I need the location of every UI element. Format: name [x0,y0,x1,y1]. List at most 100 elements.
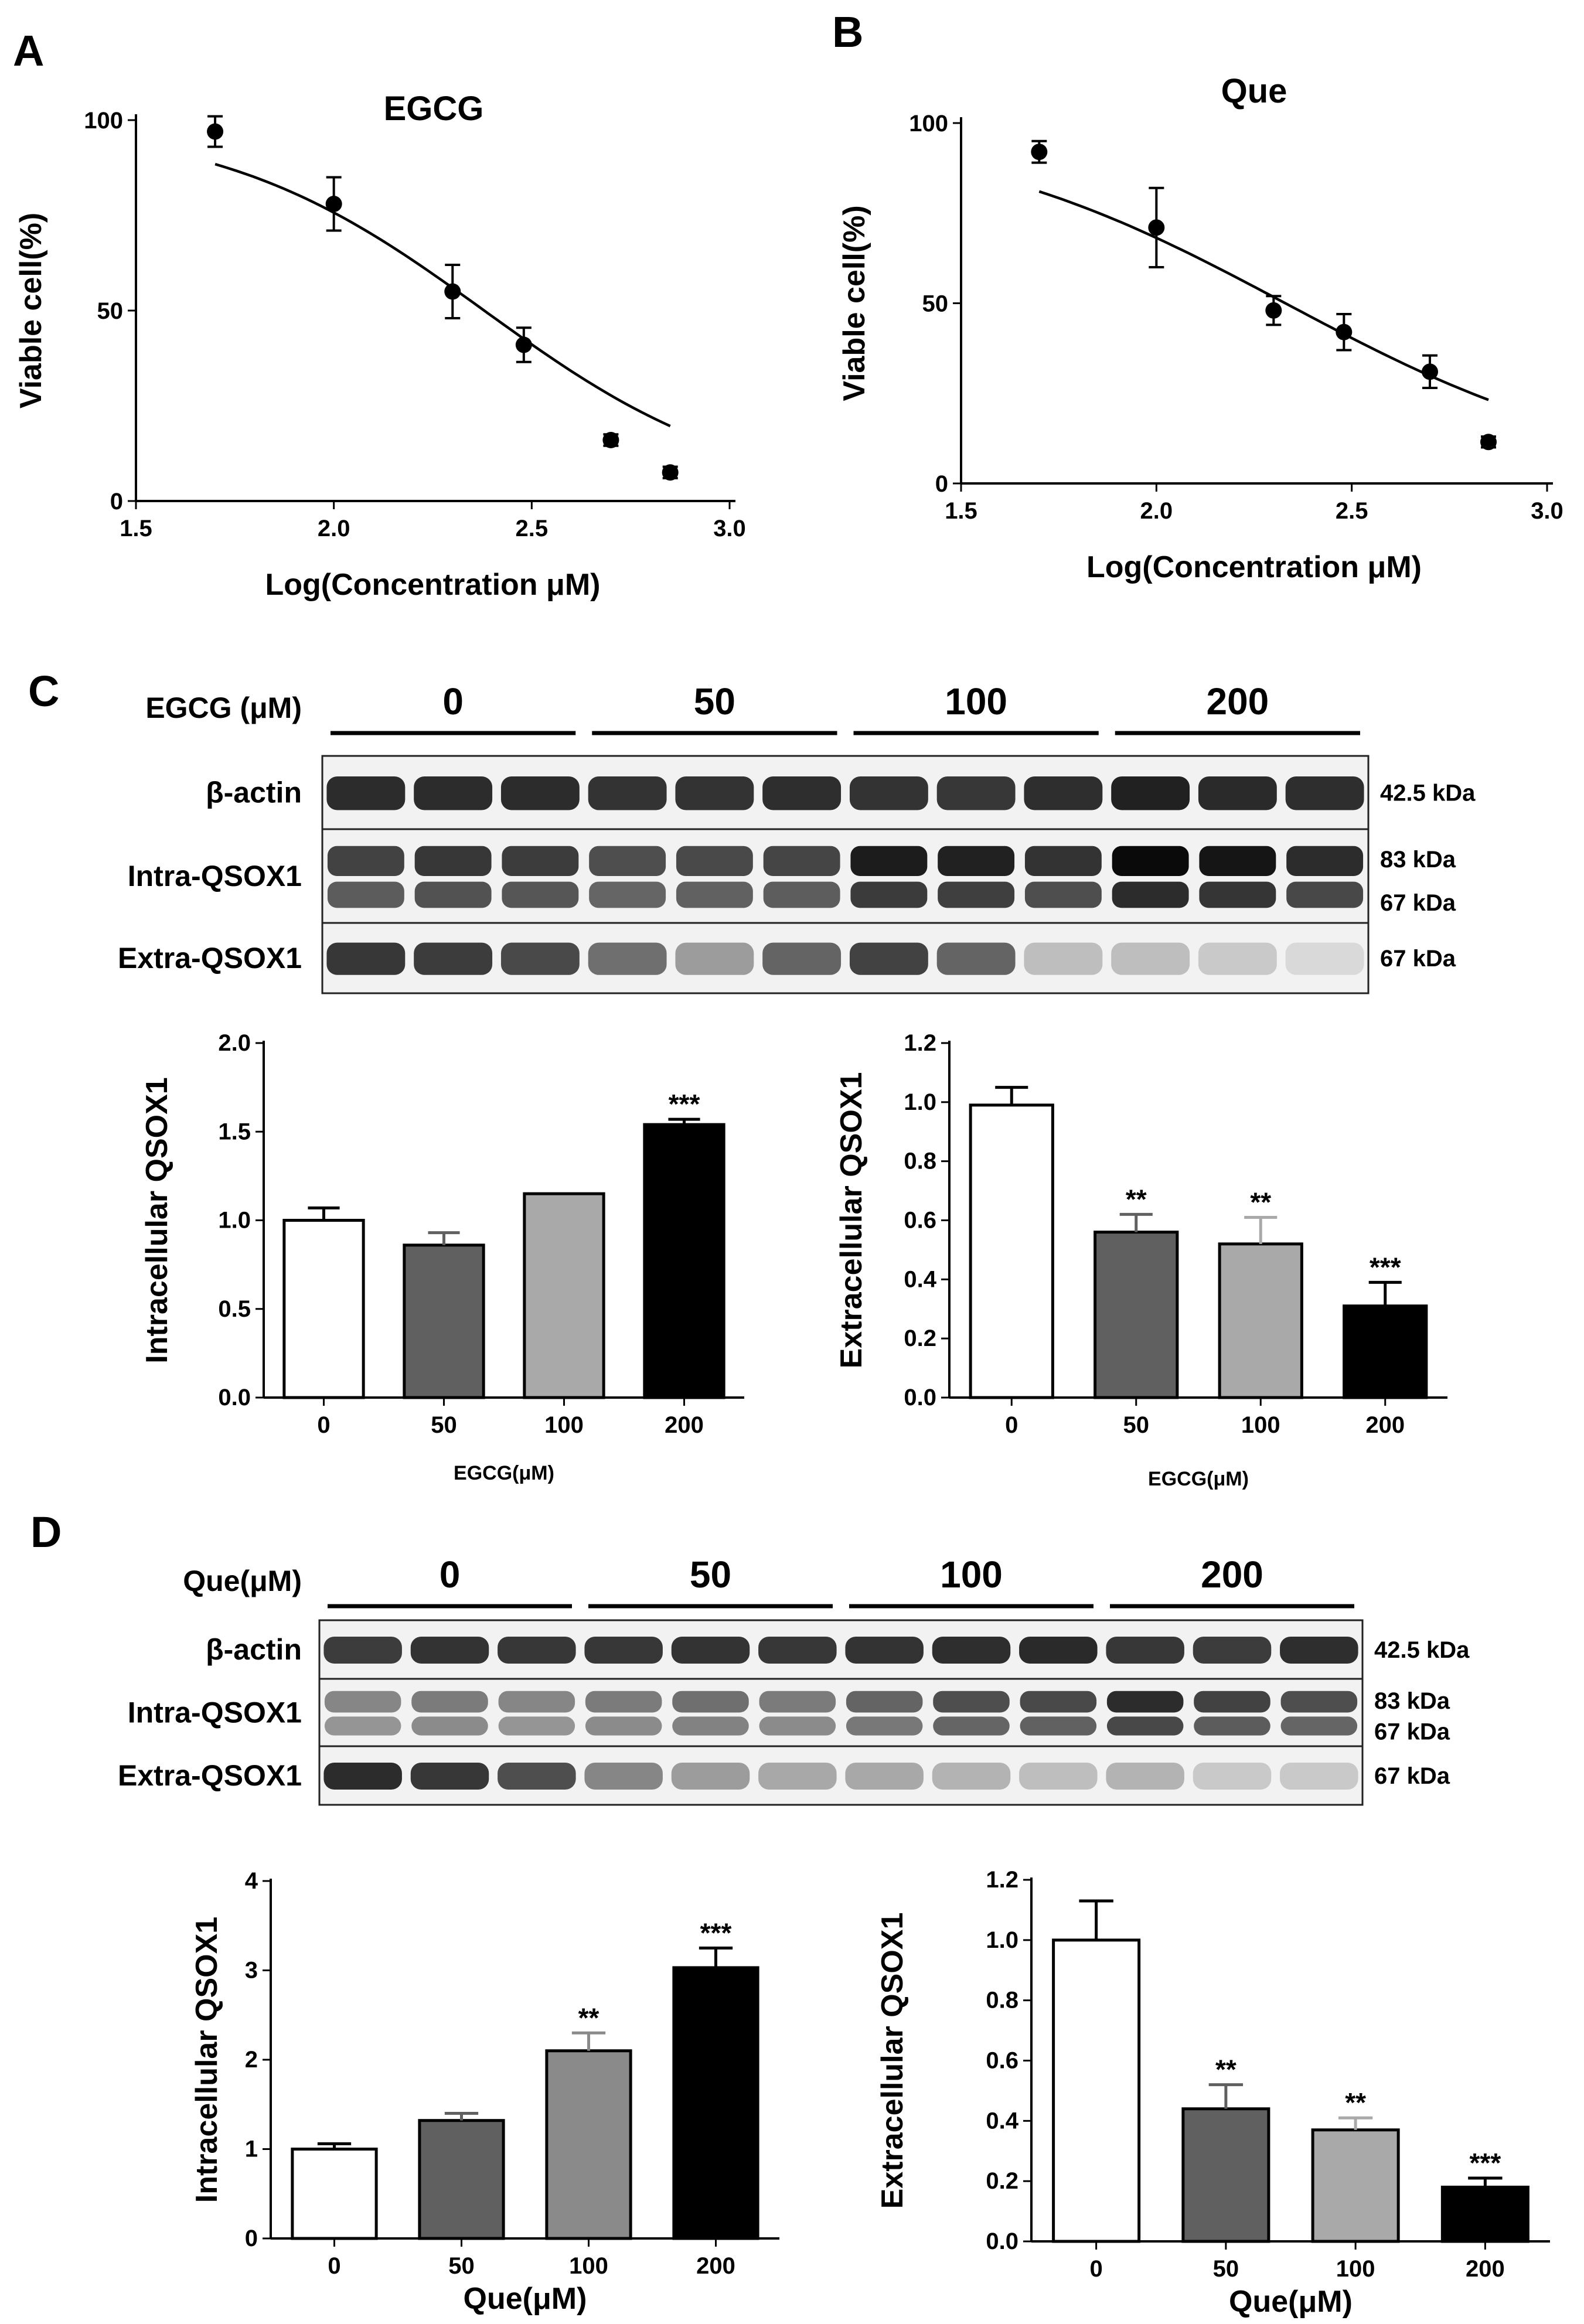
band [1285,776,1364,810]
y-tick-label: 0.8 [904,1149,936,1174]
blot-row-label: β-actin [206,1633,302,1666]
y-tick-label: 4 [245,1868,258,1894]
y-tick-label: 50 [922,291,949,317]
y-tick-label: 100 [909,111,948,137]
band-lower [327,881,404,908]
band-lower [324,1716,401,1736]
kda-label: 42.5 kDa [1380,781,1476,806]
band [1285,942,1364,975]
kda-label: 67 kDa [1380,890,1456,916]
fit-curve [1038,190,1489,401]
chart-title: Que [1221,72,1287,110]
chart-c-intracellular: 0.0 0.5 1.0 1.5 2.0 0 50 100 *** 200 EGCG(μM) Intra… [140,1030,744,1484]
x-tick-label: 200 [1365,1412,1405,1438]
band-upper [1020,1691,1097,1713]
band-lower [589,881,666,908]
band-lower [1112,881,1189,908]
blot-strip [318,1678,1364,1747]
band-lower [846,1716,923,1736]
significance-label: ** [1126,1184,1147,1214]
x-tick-label: 0 [317,1412,330,1438]
x-tick-label: 2.5 [1336,498,1368,524]
x-axis-label: Que(μM) [1229,2285,1353,2319]
band [410,1763,489,1790]
band-upper [846,1691,923,1713]
band [588,776,667,810]
bar-100 [1311,2128,1400,2243]
band [762,942,842,975]
band [588,942,667,975]
blot-row-label: β-actin [206,776,302,809]
x-tick-label: 2.0 [318,516,350,541]
band-lower [1020,1716,1097,1736]
y-tick-label: 1.0 [986,1927,1018,1953]
band [936,776,1016,810]
band-upper [676,846,753,876]
y-tick-label: 0.6 [986,2048,1018,2074]
x-tick-label: 1.5 [945,498,977,524]
band-lower [938,881,1015,908]
dose-label: 0 [442,680,464,723]
treatment-label: Que(μM) [183,1565,302,1597]
band [1280,1763,1358,1790]
band [849,942,928,975]
chart-d-intracellular: 0 1 2 3 4 0 50 ** 100 *** 200 Que(μM) Intracellular … [190,1868,779,2316]
band-lower [1199,881,1276,908]
band [1193,1637,1272,1664]
bar-0 [969,1103,1054,1399]
y-tick-label: 1.0 [904,1089,936,1115]
x-tick-label: 100 [544,1412,584,1438]
band [498,1763,576,1790]
band-lower [502,881,579,908]
bar-100 [545,2049,632,2240]
x-tick-label: 2.0 [1140,498,1173,524]
band [498,1637,576,1664]
data-point [602,432,619,448]
y-tick-label: 0 [245,2226,258,2251]
chart-d-extracellular: 0.0 0.2 0.4 0.6 0.8 1.0 1.2 0 ** 50 ** 100 *** 200 Que… [876,1867,1550,2319]
blot-strip [321,755,1370,830]
y-axis-label: Extracellular QSOX1 [876,1913,909,2209]
kda-label: 67 kDa [1380,946,1456,972]
band-lower [1194,1716,1270,1736]
band-lower [1280,1716,1358,1736]
band-upper [672,1691,749,1713]
band-upper [585,1691,662,1713]
data-point [207,123,224,140]
kda-label: 83 kDa [1374,1688,1450,1714]
band [845,1763,924,1790]
band [675,776,754,810]
y-tick-label: 1.2 [986,1867,1018,1893]
band-upper [1106,1691,1184,1713]
significance-label: *** [700,1917,732,1948]
x-tick-label: 50 [1213,2256,1239,2282]
x-tick-label: 0 [328,2253,340,2279]
panel-label-c: C [28,667,59,715]
y-axis-label: Extracellular QSOX1 [834,1072,868,1369]
band [584,1637,663,1664]
band-upper [1199,846,1276,876]
x-tick-label: 3.0 [1531,498,1563,524]
y-tick-label: 1.5 [218,1119,251,1144]
blot-row-label: Intra-QSOX1 [128,1696,302,1729]
treatment-label: EGCG (μM) [145,691,302,724]
data-point [662,464,679,481]
band-upper [589,846,666,876]
band-lower [1024,881,1102,908]
band [1111,776,1190,810]
y-tick-label: 1.2 [904,1030,936,1056]
chart-b-que-viability: 1.5 2.0 2.5 3.0 0 50 100 Que Log(Concentration μ… [837,72,1563,584]
band [932,1637,1011,1664]
y-tick-label: 2 [245,2047,258,2073]
band-lower [414,881,492,908]
band [414,942,493,975]
significance-label: *** [1470,2148,1501,2178]
bar-50 [418,2119,505,2240]
significance-label: ** [578,2002,599,2033]
band [849,776,928,810]
y-tick-label: 1.0 [218,1208,251,1233]
band [326,776,406,810]
y-tick-label: 0.0 [904,1385,936,1410]
band [675,942,754,975]
bar-100 [1218,1242,1303,1399]
